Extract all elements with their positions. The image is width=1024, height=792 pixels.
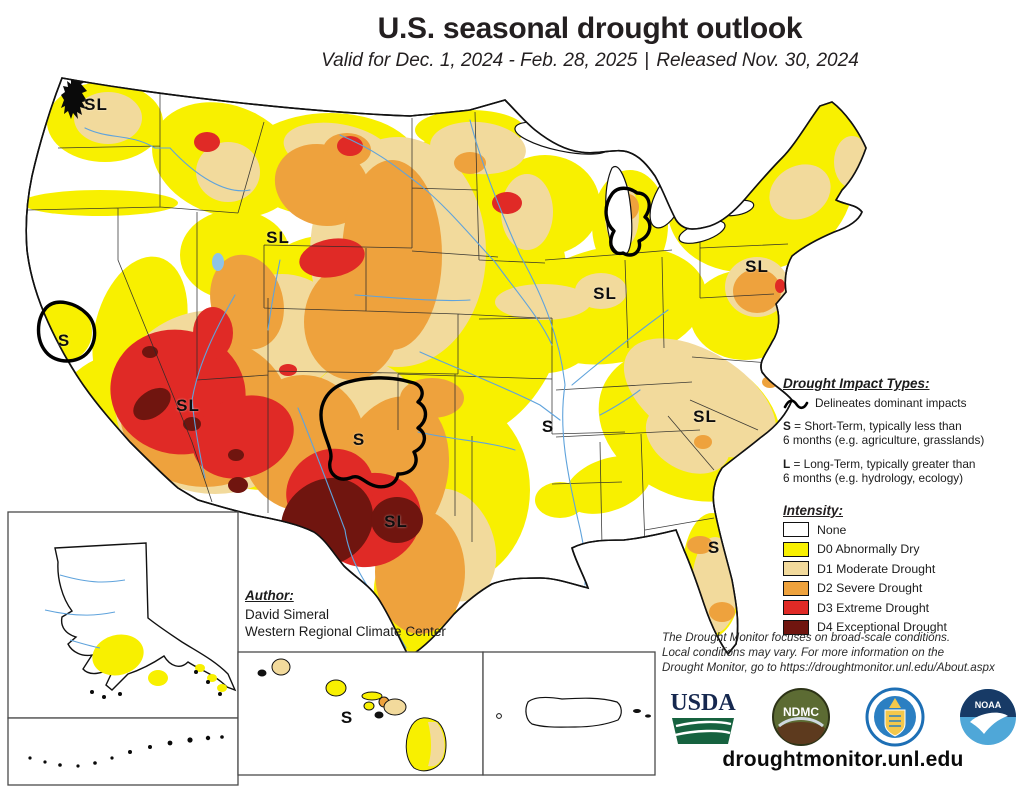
ndmc-logo: NDMC: [772, 688, 831, 746]
alaska-inset: [7, 511, 239, 719]
legend-item-d4: D4 Exceptional Drought: [783, 619, 1019, 635]
great-salt-lake: [212, 253, 224, 271]
impact-legend-title: Drought Impact Types:: [783, 376, 930, 391]
subtitle-separator: |: [644, 50, 650, 71]
author-block: Author: David Simeral Western Regional C…: [245, 588, 446, 641]
swatch-d4: [783, 619, 809, 635]
page-title: U.S. seasonal drought outlook: [377, 12, 803, 45]
impact-label-hawaii: S: [340, 708, 354, 727]
impact-label-florida: S: [707, 538, 721, 557]
hawaii-inset: [237, 651, 484, 776]
valid-range: Valid for Dec. 1, 2024 - Feb. 28, 2025: [321, 50, 638, 71]
impact-label-california: S: [57, 331, 71, 350]
impact-label-wa: SL: [84, 95, 108, 114]
impact-label-north-texas: S: [352, 430, 366, 449]
droughtmonitor-url[interactable]: droughtmonitor.unl.edu: [722, 748, 964, 771]
page-header: U.S. seasonal drought outlook Valid for …: [150, 12, 1024, 72]
disclaimer-text: The Drought Monitor focuses on broad-sca…: [662, 631, 995, 674]
noaa-logo-text: NOAA: [975, 700, 1002, 710]
usda-logo-text: USDA: [670, 690, 736, 716]
swatch-d1: [783, 561, 809, 577]
usda-logo: USDA: [670, 690, 736, 744]
swatch-d3: [783, 600, 809, 616]
alaska-d0: [92, 634, 227, 692]
swatch-none: [783, 522, 809, 537]
contiguous-us: [25, 77, 867, 656]
alaska-rivers: [44, 574, 126, 649]
legend-item-d3: D3 Extreme Drought: [783, 600, 1019, 616]
intensity-legend-title: Intensity:: [783, 503, 844, 518]
author-name: David Simeral: [245, 606, 330, 622]
impact-label-wyoming: SL: [266, 228, 290, 247]
ndmc-logo-text: NDMC: [783, 705, 819, 719]
impact-label-mid-atlantic: SL: [745, 257, 769, 276]
puerto-rico-inset: [482, 651, 656, 776]
legend-item-d2: D2 Severe Drought: [783, 580, 1019, 596]
author-title: Author:: [245, 588, 294, 603]
state-borders: [27, 80, 789, 547]
puget-sound: [61, 78, 87, 119]
impact-outlines: [36, 186, 652, 489]
swatch-d0: [783, 541, 809, 557]
alaska-islands: [90, 670, 222, 699]
swatch-d2: [783, 580, 809, 596]
author-org: Western Regional Climate Center: [245, 623, 446, 639]
commerce-seal: [865, 687, 925, 747]
agency-logo-row: USDA NDMC NOAA: [668, 686, 1018, 748]
intensity-legend: Intensity: None D0 Abnormally Dry D1 Mod…: [783, 503, 1019, 640]
short-term-definition: S = Short-Term, typically less than 6 mon…: [783, 418, 985, 448]
legend-item-d0: D0 Abnormally Dry: [783, 541, 1019, 557]
page-subtitle: Valid for Dec. 1, 2024 - Feb. 28, 2025 | R…: [150, 50, 1024, 72]
impact-label-mississippi: S: [541, 417, 555, 436]
squiggle-icon: [783, 399, 809, 409]
legend-item-d1: D1 Moderate Drought: [783, 561, 1019, 577]
impact-label-south-carolina: SL: [693, 407, 717, 426]
legend-item-none: None: [783, 522, 1019, 537]
impact-delineates-text: Delineates dominant impacts: [815, 396, 967, 411]
aleutians-inset: [7, 717, 239, 786]
impact-label-south-texas: SL: [384, 512, 408, 531]
noaa-logo: NOAA: [959, 689, 1016, 745]
impact-label-arizona: SL: [176, 396, 200, 415]
impact-label-illinois: SL: [593, 284, 617, 303]
impact-types-legend: Drought Impact Types: Delineates dominan…: [783, 376, 1019, 494]
release-date: Released Nov. 30, 2024: [656, 50, 859, 71]
long-term-definition: L = Long-Term, typically greater than 6 m…: [783, 456, 976, 486]
